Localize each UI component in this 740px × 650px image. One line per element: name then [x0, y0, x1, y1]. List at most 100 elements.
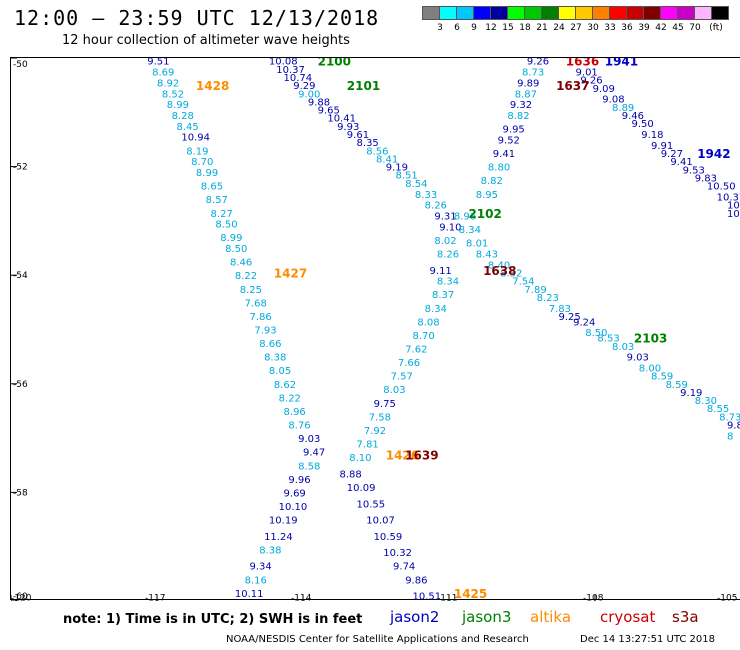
swh-observation: 8.23	[537, 293, 559, 304]
swh-colorbar-labels: 3 6 9 12 15 18 21 24 27 30 33 36 39 42 45 70 (ft)	[422, 23, 740, 35]
swh-observation: 7.89	[524, 285, 546, 296]
swh-observation: 9.95	[503, 125, 525, 136]
swh-observation: 7.54	[512, 277, 534, 288]
swh-observation: 8.76	[288, 421, 310, 432]
swh-observation: 8.50	[585, 328, 607, 339]
colorbar-cell	[541, 6, 559, 20]
swh-observation: 10.55	[357, 499, 386, 510]
swh-observation: 8.58	[298, 461, 320, 472]
swh-observation: 8.99	[167, 100, 189, 111]
swh-observation: 8.02	[434, 236, 456, 247]
swh-observation: 8.40	[488, 260, 510, 271]
pass-number-label: 1942	[697, 147, 730, 161]
swh-observation: 9.93	[337, 122, 359, 133]
legend-cryosat: cryosat	[600, 608, 656, 626]
swh-observation: 10.09	[347, 483, 376, 494]
lon-tick-label: -120	[11, 594, 32, 602]
swh-observation: 8.82	[481, 176, 503, 187]
swh-observation: 9.53	[683, 165, 705, 176]
swh-observation: 8.88	[340, 469, 362, 480]
map-frame: -50 -52 -54 -56 -58 -60 -120 -117 -114 -111 -108 -1…	[10, 57, 740, 602]
lon-tick-label: -111	[437, 594, 457, 602]
colorbar-cell	[711, 6, 729, 20]
credit-timestamp: Dec 14 13:27:51 UTC 2018	[580, 634, 715, 645]
swh-observation: 8.05	[269, 366, 291, 377]
pass-number-label: 1427	[274, 266, 307, 280]
swh-observation: 10.07	[366, 516, 395, 527]
colorbar-label: 39	[638, 23, 650, 33]
swh-observation: 7.92	[364, 426, 386, 437]
swh-observation: 9.29	[293, 81, 315, 92]
swh-observation: 8.50	[225, 244, 247, 255]
colorbar-label: 24	[553, 23, 565, 33]
colorbar-label: 15	[502, 23, 514, 33]
swh-observation: 9.69	[284, 488, 306, 499]
swh-observation: 8.00	[639, 364, 661, 375]
swh-observation: 9.00	[298, 89, 320, 100]
lat-tick-label: -52	[13, 163, 28, 173]
swh-observation: 8.28	[172, 111, 194, 122]
swh-observation: 9.74	[393, 562, 415, 573]
swh-observation: 8.87	[515, 89, 537, 100]
swh-observation: 10.08	[269, 58, 298, 68]
swh-observation: 8.03	[383, 385, 405, 396]
swh-observation: 8.37	[432, 290, 454, 301]
colorbar-cell	[439, 6, 457, 20]
swh-observation: 9.32	[510, 100, 532, 111]
pass-number-label: 2102	[468, 207, 501, 221]
swh-observation: 8.27	[211, 209, 233, 220]
pass-number-label: 2101	[347, 79, 380, 93]
map-title: 12:00 – 23:59 UTC 12/13/2018	[14, 6, 380, 30]
swh-observation: 9.08	[602, 95, 624, 106]
swh-observation: 9.24	[573, 317, 595, 328]
swh-observation: 9.83	[695, 173, 717, 184]
swh-observation: 8.03	[612, 342, 634, 353]
swh-observation: 9.88	[308, 97, 330, 108]
swh-observation: 8.56	[366, 146, 388, 157]
colorbar-cell	[575, 6, 593, 20]
swh-observation: 7.66	[398, 358, 420, 369]
swh-observation: 8.96	[454, 211, 476, 222]
swh-observation: 8.99	[220, 233, 242, 244]
swh-observation: 9.27	[661, 149, 683, 160]
swh-observation: 10.51	[413, 592, 442, 601]
lat-tick-label: -60	[13, 592, 28, 601]
colorbar-cell	[473, 6, 491, 20]
swh-observation: 8.70	[413, 331, 435, 342]
lon-tick-label: -114	[291, 594, 312, 602]
legend-altika: altika	[530, 608, 572, 626]
swh-observation: 11.24	[264, 532, 293, 543]
swh-observation: 8.34	[437, 277, 459, 288]
legend-jason2: jason2	[390, 608, 440, 626]
swh-observation: 10.37	[717, 192, 740, 203]
lat-tick-label: -58	[13, 488, 28, 498]
pass-number-label: 2100	[318, 58, 351, 69]
swh-observation: 10.05	[727, 201, 740, 212]
swh-observation: 9.41	[493, 149, 515, 160]
swh-observation: 8.34	[425, 304, 447, 315]
pass-number-label: 1638	[483, 264, 516, 278]
map-subtitle: 12 hour collection of altimeter wave hei…	[62, 33, 350, 48]
swh-observation: 9.96	[288, 475, 310, 486]
swh-observation: 8.41	[376, 154, 398, 165]
swh-observation: 9.01	[576, 68, 598, 79]
colorbar-cell	[456, 6, 474, 20]
lat-tick-label: -50	[13, 60, 28, 70]
swh-observation: 8.35	[357, 138, 379, 149]
colorbar-label: 12	[485, 23, 497, 33]
swh-observation: 8.51	[395, 171, 417, 182]
swh-observation: 9.19	[680, 388, 702, 399]
swh-observation: 8.54	[405, 179, 427, 190]
swh-observation: 8.55	[707, 404, 729, 415]
swh-observation: 8.80	[488, 163, 510, 174]
swh-observation: 8.96	[284, 407, 306, 418]
swh-observation: 10.41	[327, 114, 356, 125]
colorbar-label: 70	[689, 23, 701, 33]
lon-tick-label: -105	[717, 594, 737, 602]
swh-observation: 10.94	[181, 133, 210, 144]
swh-observation: 8.73	[522, 68, 544, 79]
swh-observation: 8.10	[349, 453, 371, 464]
swh-observation: 10.19	[269, 516, 298, 527]
swh-observation: 8.65	[201, 182, 223, 193]
colorbar-cell	[558, 6, 576, 20]
